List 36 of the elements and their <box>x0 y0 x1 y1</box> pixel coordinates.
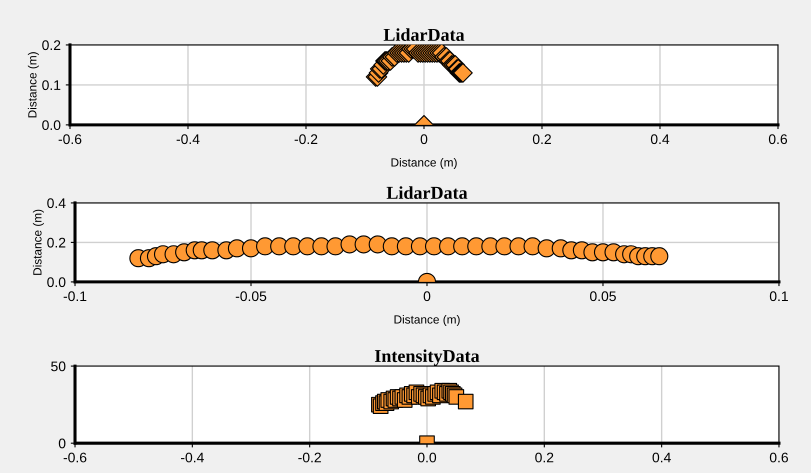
x-tick-label: 0.2 <box>532 134 551 144</box>
y-tick-label: 50 <box>51 361 66 372</box>
chart-title: IntensityData <box>374 349 480 366</box>
x-tick-label: 0 <box>424 291 430 302</box>
x-tick-label: 0.6 <box>768 134 788 144</box>
y-tick-label: 0.4 <box>47 198 66 208</box>
chart-title: LidarData <box>384 28 464 41</box>
y-tick-label: 0.2 <box>42 40 60 50</box>
x-tick-label: -0.2 <box>294 134 318 144</box>
x-tick-label: 0.1 <box>770 291 788 302</box>
x-tick-label: -0.4 <box>180 452 204 462</box>
y-tick-label: 0 <box>58 438 66 448</box>
x-tick-label: 0.0 <box>418 452 436 462</box>
y-axis-title: Distance (m) <box>28 52 39 118</box>
x-tick-label: 0.4 <box>652 452 671 462</box>
x-tick-label: -0.05 <box>236 291 266 302</box>
x-axis-title: Distance (m) <box>392 158 457 169</box>
chart-title: LidarData <box>386 186 468 199</box>
x-tick-label: -0.6 <box>64 452 86 462</box>
x-axis-title: Distance (m) <box>394 314 460 326</box>
x-tick-label: 0.4 <box>650 134 670 144</box>
x-tick-label: 0.05 <box>590 291 616 302</box>
y-tick-label: 0.1 <box>42 80 60 90</box>
x-tick-label: 0.6 <box>770 452 788 462</box>
y-tick-label: 0.2 <box>47 238 66 248</box>
x-tick-label: -0.6 <box>58 134 82 144</box>
y-axis-title: Distance (m) <box>32 210 44 275</box>
x-tick-label: -0.1 <box>64 291 86 302</box>
x-tick-label: 0.2 <box>535 452 554 462</box>
point <box>458 394 474 410</box>
x-tick-label: -0.2 <box>298 452 321 462</box>
point <box>650 247 668 266</box>
x-tick-label: 0 <box>420 134 428 144</box>
x-tick-label: -0.4 <box>176 134 200 144</box>
y-tick-label: 0.0 <box>42 120 60 130</box>
y-tick-label: 0.0 <box>47 277 66 288</box>
